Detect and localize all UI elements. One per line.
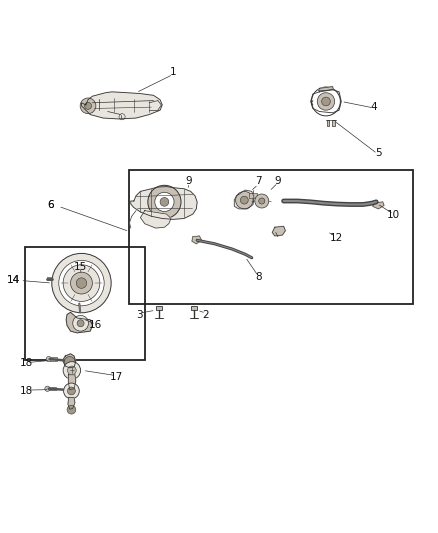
Text: 3: 3 [136, 310, 143, 319]
Circle shape [321, 97, 330, 106]
Polygon shape [373, 202, 384, 209]
Circle shape [148, 185, 181, 219]
Text: 7: 7 [255, 176, 261, 187]
Circle shape [236, 191, 253, 209]
Circle shape [155, 192, 174, 212]
Text: 1: 1 [170, 67, 177, 77]
Text: 9: 9 [275, 176, 281, 187]
Text: 4: 4 [371, 102, 377, 112]
Text: 8: 8 [255, 272, 261, 282]
Circle shape [77, 320, 84, 327]
Text: 9: 9 [185, 176, 192, 187]
Polygon shape [68, 398, 75, 409]
Circle shape [64, 357, 75, 367]
Polygon shape [66, 312, 92, 333]
Circle shape [255, 194, 269, 208]
Circle shape [67, 366, 76, 375]
Text: 15: 15 [74, 262, 87, 271]
Bar [25, 247, 145, 360]
Circle shape [59, 261, 104, 306]
Bar [130, 171, 413, 304]
Circle shape [63, 265, 100, 302]
Circle shape [119, 114, 125, 120]
Text: 14: 14 [7, 276, 21, 286]
Text: 6: 6 [48, 200, 54, 211]
Text: 6: 6 [48, 200, 54, 211]
Text: 18: 18 [20, 386, 34, 396]
Circle shape [45, 386, 50, 391]
Bar [155, 306, 162, 310]
Circle shape [240, 196, 248, 204]
Polygon shape [141, 211, 171, 228]
Text: 14: 14 [7, 276, 21, 286]
Circle shape [67, 387, 75, 395]
Polygon shape [272, 227, 286, 236]
Bar [249, 193, 257, 198]
Polygon shape [81, 92, 162, 119]
Circle shape [317, 93, 335, 110]
Circle shape [67, 405, 76, 414]
Text: 16: 16 [89, 320, 102, 330]
Polygon shape [192, 236, 201, 244]
Bar [49, 357, 57, 361]
Polygon shape [311, 90, 341, 113]
Text: 18: 18 [20, 358, 34, 368]
Polygon shape [68, 375, 76, 390]
Circle shape [311, 87, 340, 116]
Circle shape [64, 383, 79, 399]
Bar [327, 120, 329, 126]
Polygon shape [318, 87, 333, 91]
Text: 17: 17 [110, 372, 123, 382]
Circle shape [52, 253, 111, 313]
Text: 5: 5 [375, 148, 381, 158]
Circle shape [160, 198, 169, 206]
Bar [191, 306, 197, 310]
Bar [332, 120, 335, 126]
Text: 12: 12 [329, 233, 343, 243]
Circle shape [76, 278, 87, 288]
Polygon shape [234, 190, 254, 209]
Circle shape [46, 357, 51, 362]
Bar [46, 277, 51, 280]
Circle shape [80, 98, 96, 114]
Circle shape [73, 316, 88, 331]
Circle shape [85, 102, 92, 109]
Polygon shape [63, 354, 76, 368]
Circle shape [259, 198, 265, 204]
Text: 10: 10 [387, 210, 400, 220]
Bar [48, 387, 56, 391]
Text: 2: 2 [203, 310, 209, 319]
Polygon shape [131, 187, 197, 220]
Circle shape [71, 272, 92, 294]
Circle shape [63, 362, 81, 379]
